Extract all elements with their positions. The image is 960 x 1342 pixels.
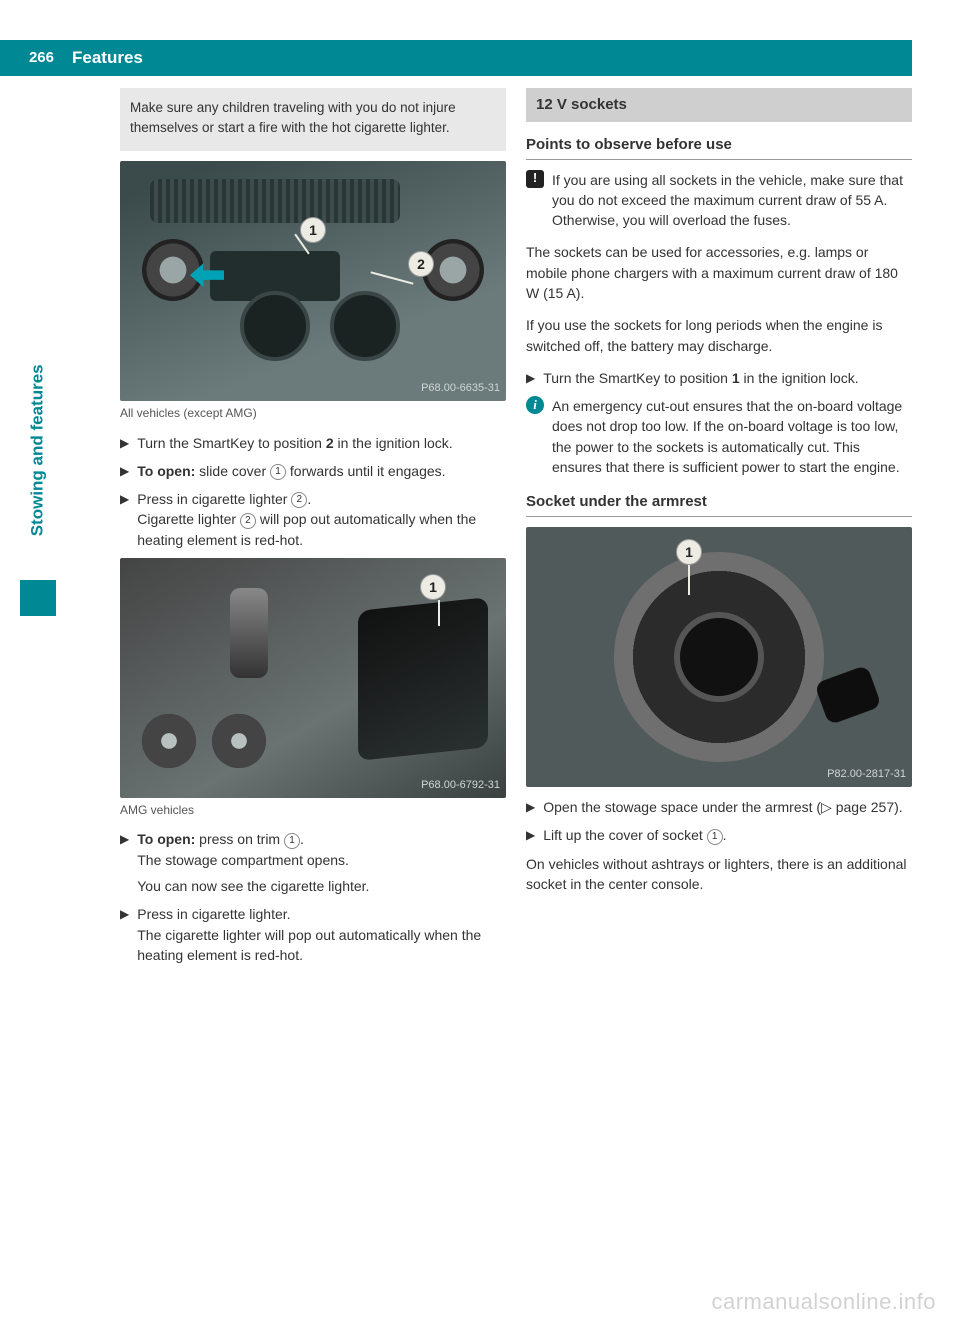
- step-text: You can now see the cigarette lighter.: [137, 876, 506, 896]
- step-text: Turn the SmartKey to position: [543, 370, 732, 386]
- step-bold: 2: [326, 435, 334, 451]
- step-text: press on trim: [195, 831, 284, 847]
- step-text: The cigarette lighter will pop out autom…: [137, 925, 506, 966]
- step-marker-icon: ▶: [526, 368, 535, 388]
- step-text: forwards until it engages.: [286, 463, 446, 479]
- side-tab-label: Stowing and features: [26, 364, 51, 536]
- warning-box: Make sure any children traveling with yo…: [120, 88, 506, 151]
- step-bold-lead: To open:: [137, 831, 195, 847]
- step-item: ▶ Open the stowage space under the armre…: [526, 797, 912, 817]
- step-item: ▶ To open: slide cover 1 forwards until …: [120, 461, 506, 481]
- step-item: ▶ Turn the SmartKey to position 2 in the…: [120, 433, 506, 453]
- step-text: in the ignition lock.: [334, 435, 453, 451]
- step-text: Cigarette lighter: [137, 511, 240, 527]
- callout-ref-icon: 2: [240, 513, 256, 529]
- watermark: carmanualsonline.info: [711, 1286, 936, 1318]
- figure-amg-console: 1 P68.00-6792-31: [120, 558, 506, 798]
- callout-1-icon: 1: [676, 539, 702, 565]
- step-marker-icon: ▶: [120, 433, 129, 453]
- step-text: in the ignition lock.: [740, 370, 859, 386]
- figure-caption: All vehicles (except AMG): [120, 405, 506, 422]
- step-text: slide cover: [195, 463, 270, 479]
- subsection-heading: Points to observe before use: [526, 134, 912, 160]
- callout-2-icon: 2: [408, 251, 434, 277]
- step-text: .: [307, 491, 311, 507]
- note-text: If you are using all sockets in the vehi…: [552, 170, 912, 231]
- side-tab: Stowing and features: [20, 320, 56, 580]
- step-text: Lift up the cover of socket: [543, 827, 706, 843]
- step-item: ▶ To open: press on trim 1. The stowage …: [120, 829, 506, 896]
- step-item: ▶ Press in cigarette lighter. The cigare…: [120, 904, 506, 965]
- step-text: The stowage compartment opens.: [137, 850, 506, 870]
- step-bold-lead: To open:: [137, 463, 195, 479]
- figure-12v-socket: 12 V MAX.15 A 1 P82.00-2817-31: [526, 527, 912, 787]
- step-marker-icon: ▶: [526, 797, 535, 817]
- left-column: Make sure any children traveling with yo…: [120, 88, 506, 973]
- step-marker-icon: ▶: [120, 489, 129, 550]
- page-number: 266: [0, 40, 62, 76]
- page-header: 266 Features: [0, 40, 960, 76]
- step-marker-icon: ▶: [120, 461, 129, 481]
- paragraph: The sockets can be used for accessories,…: [526, 242, 912, 303]
- callout-ref-icon: 1: [284, 833, 300, 849]
- step-item: ▶ Turn the SmartKey to position 1 in the…: [526, 368, 912, 388]
- step-text: .: [723, 827, 727, 843]
- step-marker-icon: ▶: [120, 904, 129, 965]
- callout-1-icon: 1: [300, 217, 326, 243]
- content-area: Make sure any children traveling with yo…: [0, 76, 960, 973]
- figure-cigarette-lighter: 1 2 P68.00-6635-31: [120, 161, 506, 401]
- header-title: Features: [62, 40, 912, 76]
- warning-note: ! If you are using all sockets in the ve…: [526, 170, 912, 231]
- step-text: Press in cigarette lighter: [137, 491, 291, 507]
- step-marker-icon: ▶: [120, 829, 129, 896]
- callout-ref-icon: 1: [270, 464, 286, 480]
- warning-icon: !: [526, 170, 544, 188]
- info-icon: i: [526, 396, 544, 414]
- callout-1-icon: 1: [420, 574, 446, 600]
- step-item: ▶ Press in cigarette lighter 2. Cigarett…: [120, 489, 506, 550]
- figure-caption: AMG vehicles: [120, 802, 506, 819]
- figure-code: P82.00-2817-31: [827, 767, 906, 783]
- callout-ref-icon: 2: [291, 492, 307, 508]
- subsection-heading: Socket under the armrest: [526, 491, 912, 517]
- figure-code: P68.00-6792-31: [421, 778, 500, 794]
- info-note: i An emergency cut-out ensures that the …: [526, 396, 912, 477]
- figure-code: P68.00-6635-31: [421, 381, 500, 397]
- section-title: 12 V sockets: [526, 88, 912, 122]
- callout-ref-icon: 1: [707, 829, 723, 845]
- step-item: ▶ Lift up the cover of socket 1.: [526, 825, 912, 845]
- step-bold: 1: [732, 370, 740, 386]
- step-text: Turn the SmartKey to position: [137, 435, 326, 451]
- step-marker-icon: ▶: [526, 825, 535, 845]
- note-text: An emergency cut-out ensures that the on…: [552, 396, 912, 477]
- step-text: Open the stowage space under the armrest…: [543, 797, 912, 817]
- step-text: Press in cigarette lighter.: [137, 906, 290, 922]
- paragraph: On vehicles without ashtrays or lighters…: [526, 854, 912, 895]
- right-column: 12 V sockets Points to observe before us…: [526, 88, 912, 973]
- step-text: .: [300, 831, 304, 847]
- side-tab-marker: [20, 580, 56, 616]
- paragraph: If you use the sockets for long periods …: [526, 315, 912, 356]
